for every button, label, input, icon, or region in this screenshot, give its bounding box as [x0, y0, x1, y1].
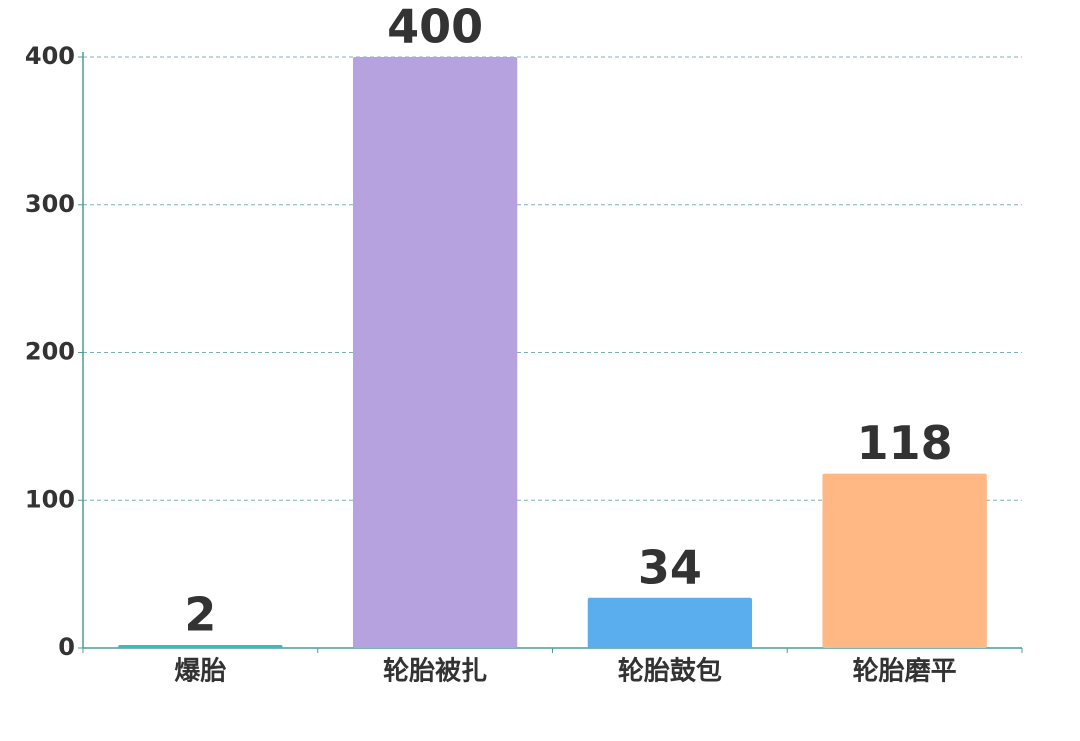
value-label: 34	[638, 540, 702, 594]
y-tick-label: 0	[58, 633, 75, 661]
x-tick-label: 爆胎	[174, 656, 226, 687]
value-label: 2	[184, 588, 216, 642]
bar	[352, 57, 518, 648]
x-tick-label: 轮胎鼓包	[618, 656, 722, 687]
y-tick-label: 200	[25, 338, 75, 366]
bar	[118, 645, 283, 648]
y-tick-label: 100	[25, 485, 75, 513]
value-label: 400	[387, 0, 483, 54]
y-tick-label: 400	[25, 42, 75, 70]
value-label: 118	[857, 416, 953, 470]
x-tick-label: 轮胎磨平	[853, 656, 957, 687]
x-tick-label: 轮胎被扎	[383, 656, 487, 687]
bar	[822, 473, 987, 648]
y-tick-label: 300	[25, 190, 75, 218]
bar	[587, 597, 753, 648]
